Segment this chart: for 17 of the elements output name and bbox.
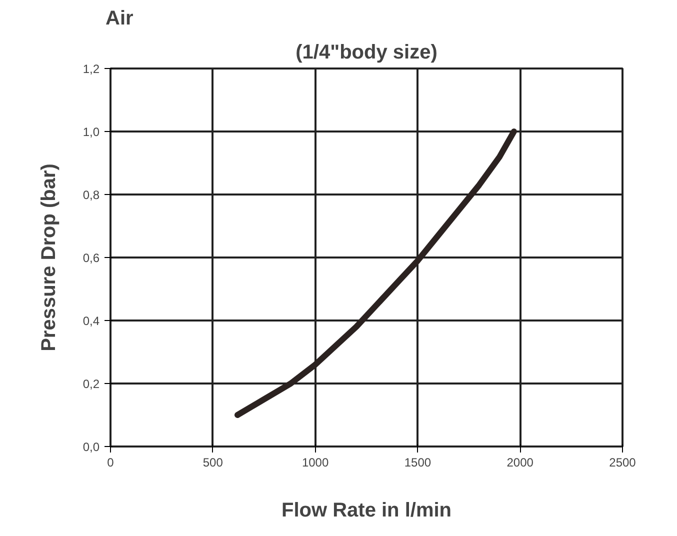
x-axis-title: Flow Rate in l/min: [281, 500, 452, 522]
y-axis-title: Pressure Drop (bar): [38, 164, 60, 352]
x-tick-label: 1500: [404, 456, 432, 470]
y-tick-label: 0,8: [82, 188, 100, 202]
y-tick-label: 1,0: [82, 125, 100, 139]
y-tick-label: 0,0: [82, 440, 100, 454]
text: Air: [106, 8, 134, 30]
x-tick-label: 0: [107, 456, 114, 470]
x-tick-label: 2000: [506, 456, 534, 470]
x-tick-label: 2500: [609, 456, 636, 470]
y-tick-label: 1,2: [82, 62, 100, 76]
y-tick-label: 0,6: [82, 251, 100, 265]
y-tick-label: 0,2: [82, 377, 100, 391]
y-tick-label: 0,4: [82, 314, 100, 328]
chart-title: (1/4"body size): [296, 42, 438, 64]
x-tick-label: 500: [202, 456, 224, 470]
x-tick-label: 1000: [302, 456, 329, 470]
